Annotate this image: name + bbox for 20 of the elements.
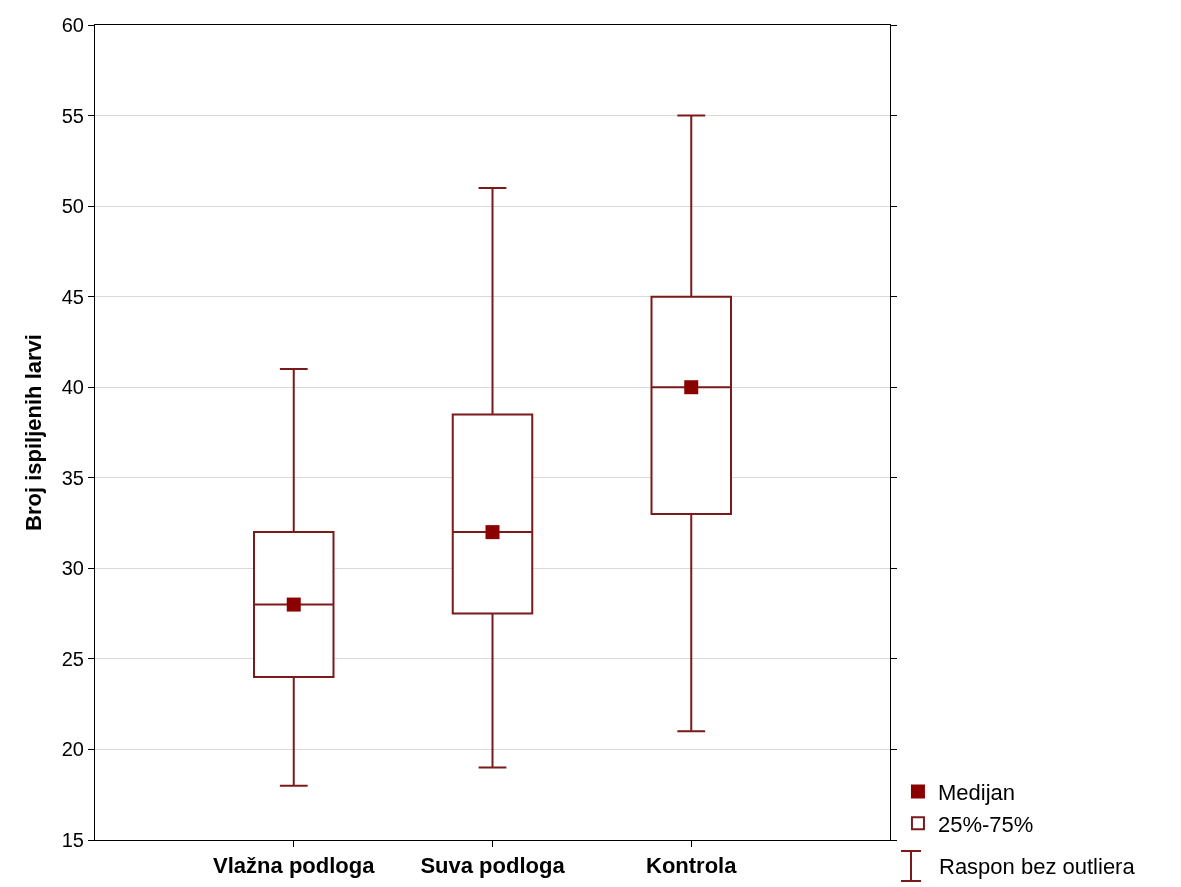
point <box>485 525 500 540</box>
x-tick-label: Suva podloga <box>420 853 566 879</box>
y-axis-title: Broj ispiljenih larvi <box>20 334 46 531</box>
y-tick-label: 15 <box>61 829 84 851</box>
y-tick-label: 20 <box>61 738 84 761</box>
x-tick-label: Vlažna podloga <box>213 853 376 879</box>
text: Raspon bez outliera <box>939 854 1136 879</box>
y-tick-label: 30 <box>61 557 84 580</box>
y-tick-label: 40 <box>61 376 84 399</box>
y-tick-label: 60 <box>61 14 84 36</box>
point <box>286 597 301 612</box>
y-tick-label: 35 <box>61 466 84 489</box>
point <box>684 380 699 395</box>
x-tick-label: Kontrola <box>646 853 738 879</box>
y-tick-label: 25 <box>61 647 84 670</box>
y-tick-label: 45 <box>61 285 84 308</box>
legend-label: Medijan <box>937 780 1015 806</box>
y-tick-label: 55 <box>61 104 84 127</box>
y-tick-label: 50 <box>61 195 84 218</box>
legend-label: 25%-75% <box>937 811 1034 837</box>
